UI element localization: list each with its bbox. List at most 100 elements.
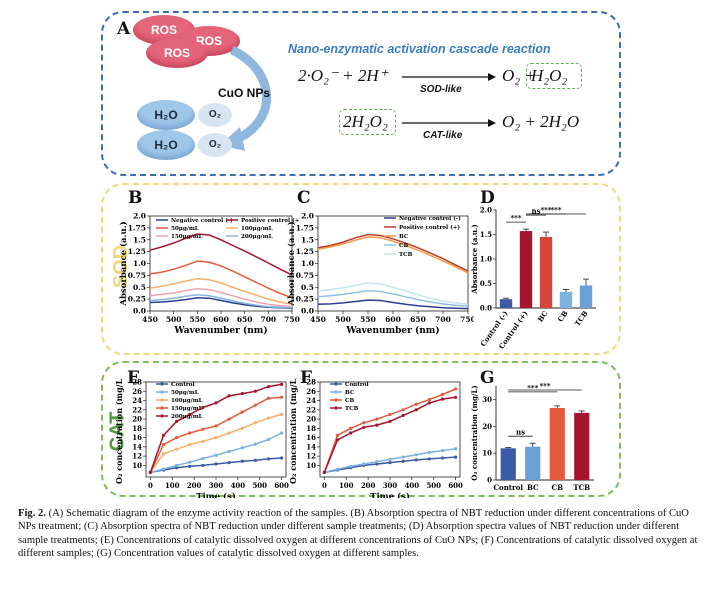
data-point [349,464,353,468]
y-tick-label: 0.25 [128,295,146,304]
equation-1-arrow-label: SOD-like [420,84,462,95]
legend-marker [160,382,164,386]
data-point [322,470,326,474]
data-point [240,391,244,396]
x-tick-label: 600 [274,481,289,490]
y-tick-label: 0.5 [133,283,146,292]
bar-TCB [574,412,590,480]
equation-1-right: O₂ + [502,66,536,85]
data-point [253,442,257,446]
h2o-bubble: H₂O [137,130,195,160]
y-tick-label: 22 [132,405,142,414]
legend-marker [160,398,164,402]
y-tick-label: 0.0 [133,307,146,316]
x-tick-label: 500 [335,315,351,324]
legend-entry: TCB [345,406,359,412]
h2o2-highlight [526,63,582,89]
h2o-bubble: H₂O [137,100,195,130]
data-point [188,442,192,447]
x-tick-label: 450 [310,315,326,324]
y-tick-label: 18 [132,424,142,433]
x-tick-label: 200 [361,481,376,490]
chart-c: 450 500 550 600 650 700 7500.00.250.50.751.01.… [286,212,474,337]
data-point [454,395,458,399]
y-tick-label: 20 [482,422,492,431]
panel-f-letter: F [300,368,313,388]
data-point [175,436,179,440]
data-point [401,408,405,412]
data-point [388,461,392,465]
data-point [227,417,231,421]
data-point [266,396,271,400]
data-point [427,401,431,405]
legend-entry: 100μg/mL [171,398,203,404]
bar-BC [539,236,553,308]
bar-CB [559,291,573,308]
data-point [240,426,244,430]
legend-entry: Negative control (-) [399,215,461,222]
legend-entry: CB [345,398,354,404]
y-tick-label: 1.0 [301,259,314,268]
data-point [253,389,257,393]
series-line-Positive control (+) [149,233,293,276]
y-tick-label: 22 [306,405,316,414]
significance-label: ns [516,428,525,437]
data-point [414,408,418,412]
legend-entry: 150μg/mL [171,234,203,240]
significance-label: *** [527,383,538,392]
series-line-BC [317,236,469,274]
legend-entry: 50μg/mL [171,226,199,232]
y-axis-label: Absorbance (a.u.) [118,221,129,306]
x-tick-label: 600 [385,315,401,324]
legend-marker [334,398,338,402]
bar-CB [549,408,565,480]
y-tick-label: 12 [306,452,316,461]
y-tick-label: 26 [306,387,316,396]
legend-marker [160,406,164,410]
x-tick-label: 700 [261,315,277,324]
data-point [388,419,392,423]
y-tick-label: 20 [132,415,142,424]
data-point [401,455,405,459]
series-line-Negative control (-) [317,299,469,310]
data-point [161,433,166,437]
data-point [280,382,284,386]
x-tick-label: 450 [142,315,158,324]
legend-entry: CB [399,243,408,249]
data-point [227,431,231,435]
x-tick-label: 100 [165,481,180,490]
legend-entry: BC [399,234,409,240]
x-axis-label: Wavenumber (nm) [173,325,267,336]
legend-entry: 100μg/mL [241,226,273,232]
y-tick-label: 1.5 [133,235,146,244]
legend-marker [334,382,338,386]
y-tick-label: 0.5 [480,279,492,288]
y-tick-label: 26 [132,387,142,396]
data-point [454,455,458,459]
x-tick-label: 0 [148,481,153,490]
data-point [349,431,353,435]
y-tick-label: 0.75 [296,271,314,280]
data-point [362,462,366,466]
data-point [148,470,152,474]
x-axis-label: Wavenumber (nm) [345,325,439,336]
x-tick-label: 500 [166,315,182,324]
data-point [401,459,405,463]
ros-bubble: ROS [146,38,208,68]
x-tick-label: 500 [426,481,441,490]
data-point [240,410,244,414]
y-tick-label: 2.0 [480,206,492,215]
y-tick-label: 2.0 [133,212,146,221]
y-tick-label: 28 [306,378,316,387]
legend-entry: Control [345,382,369,388]
panel-d-letter: D [480,188,495,208]
data-point [161,452,166,456]
x-tick-label: 550 [190,315,206,324]
data-point [375,417,379,421]
y-tick-label: 10 [306,461,316,470]
legend-entry: BC [345,390,355,396]
x-tick-label: 750 [284,315,300,324]
x-axis-label: Time (s) [370,491,410,498]
